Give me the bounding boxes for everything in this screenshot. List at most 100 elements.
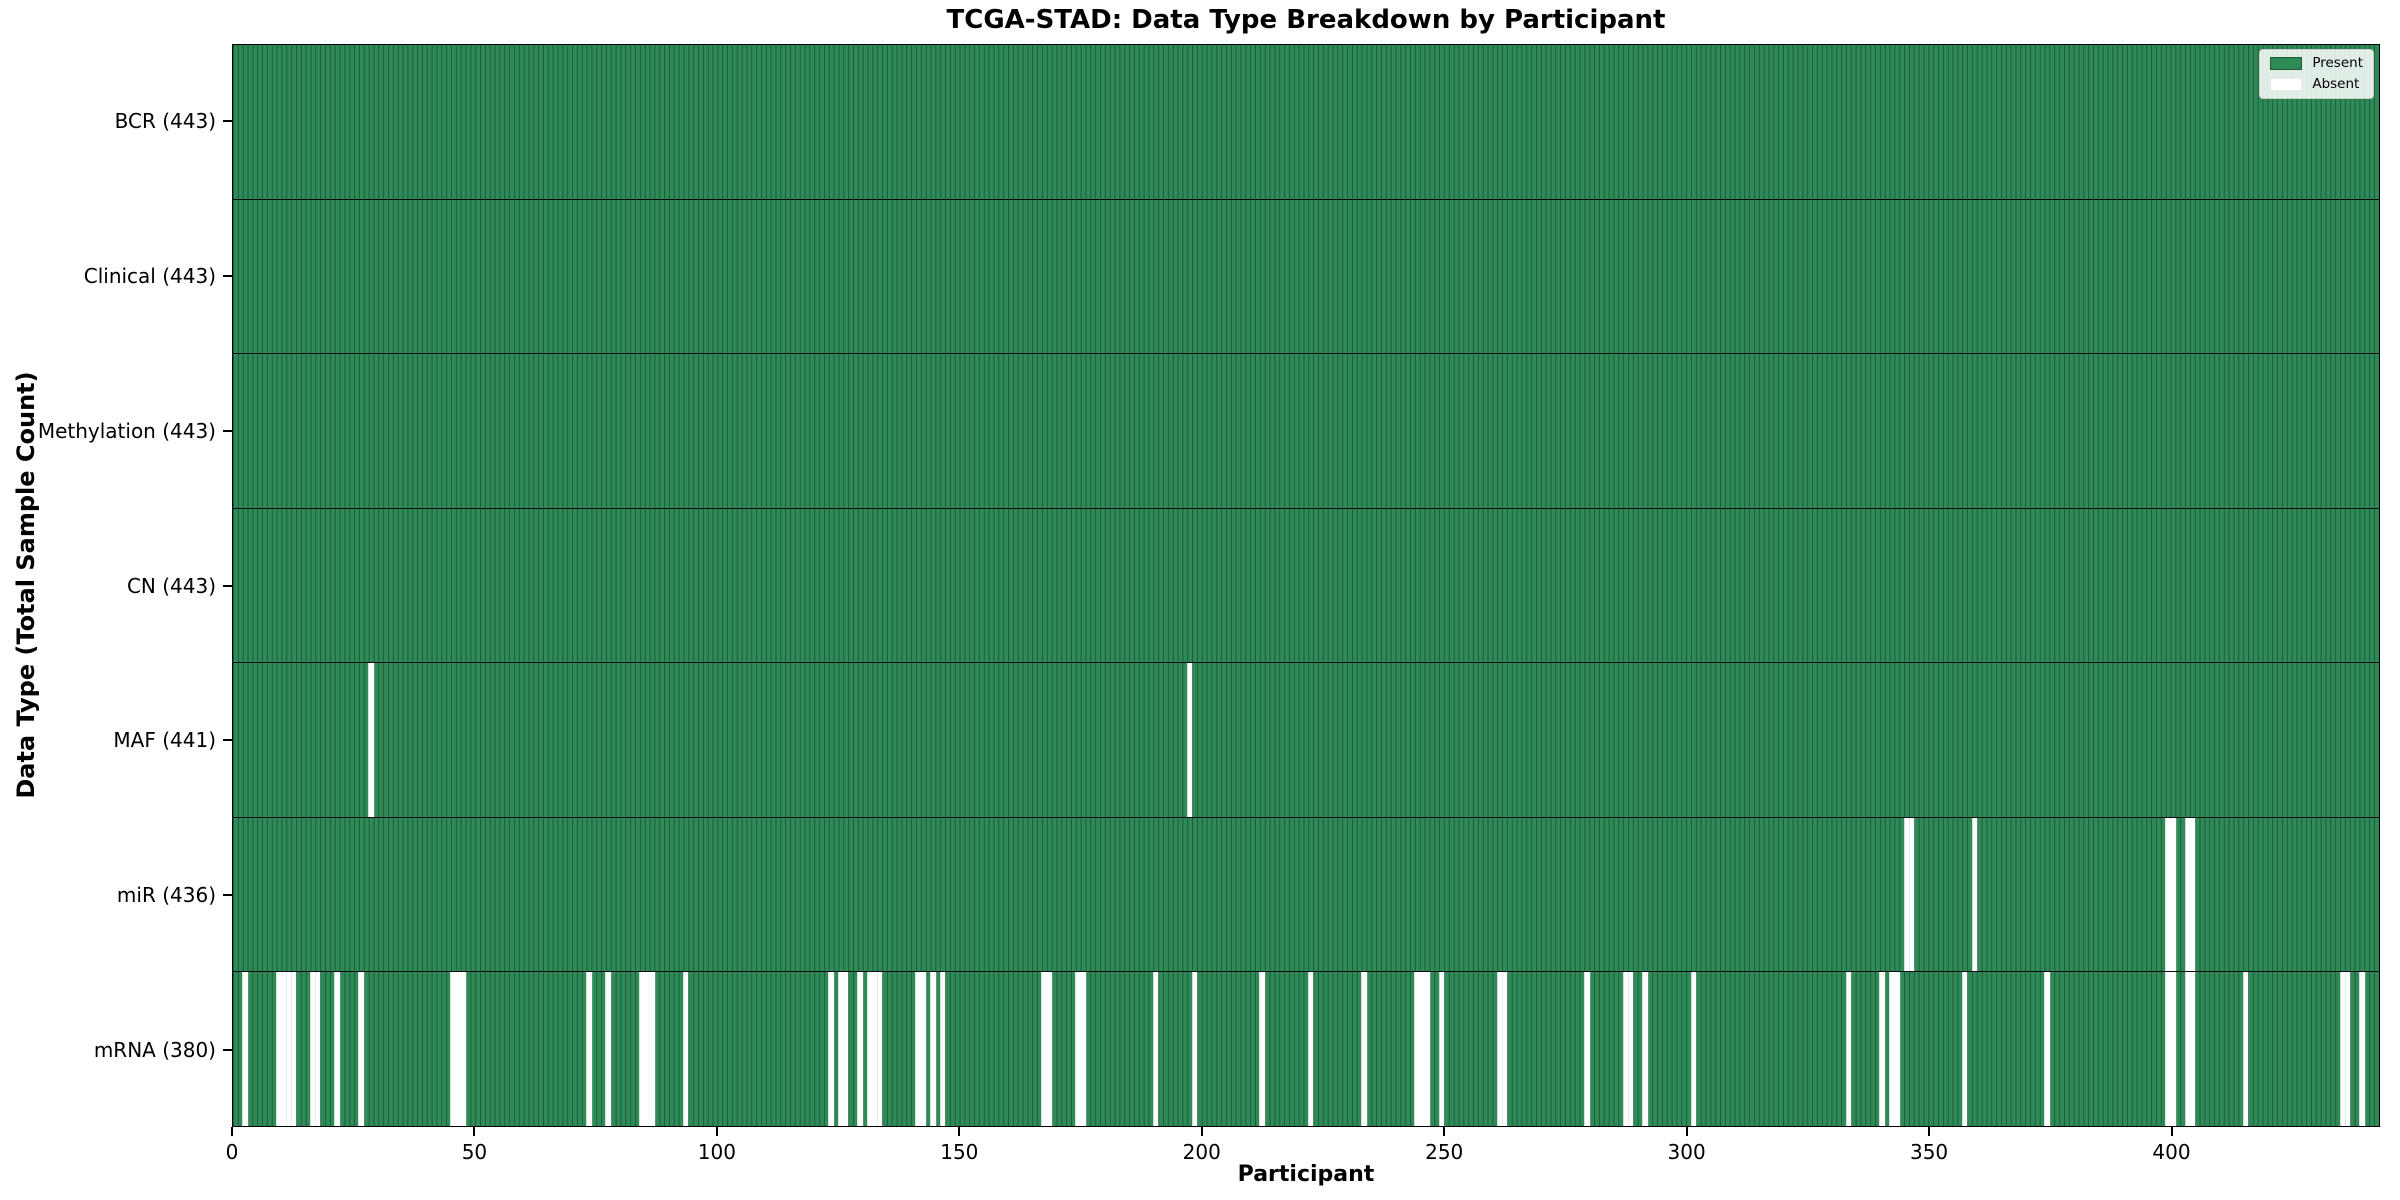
absent-cell bbox=[2165, 972, 2172, 1127]
absent-cell bbox=[2189, 817, 2196, 972]
absent-cell bbox=[310, 972, 316, 1127]
absent-cell bbox=[276, 972, 282, 1127]
absent-cell bbox=[1424, 972, 1430, 1127]
absent-cell bbox=[2359, 972, 2365, 1127]
absent-cell bbox=[1642, 972, 1648, 1127]
x-tick-label-50: 50 bbox=[461, 1140, 488, 1164]
absent-cell bbox=[285, 972, 292, 1127]
absent-cell bbox=[2243, 972, 2249, 1127]
heatmap-row-mRNA bbox=[233, 972, 2379, 1127]
absent-cell bbox=[649, 972, 655, 1127]
y-tick-label-MAF: MAF (441) bbox=[113, 728, 216, 753]
y-tick-label-Methylation: Methylation (443) bbox=[37, 418, 216, 443]
absent-cell bbox=[867, 972, 873, 1127]
x-tick-label-400: 400 bbox=[2152, 1140, 2191, 1164]
y-tick-label-CN: CN (443) bbox=[126, 573, 216, 598]
absent-cell bbox=[358, 972, 365, 1127]
x-tick-label-0: 0 bbox=[225, 1140, 239, 1164]
y-tick-mark bbox=[223, 584, 232, 587]
y-tick-mark bbox=[223, 893, 232, 896]
y-tick-label-BCR: BCR (443) bbox=[114, 109, 216, 134]
absent-cell bbox=[2189, 972, 2196, 1127]
absent-cell bbox=[1690, 972, 1697, 1127]
absent-cell bbox=[605, 972, 612, 1127]
absent-cell bbox=[1075, 972, 1082, 1127]
absent-cell bbox=[1903, 817, 1910, 972]
x-tick-mark bbox=[473, 1127, 476, 1136]
absent-cell bbox=[368, 663, 374, 817]
absent-cell bbox=[930, 972, 936, 1127]
x-tick-label-100: 100 bbox=[697, 1140, 736, 1164]
absent-cell bbox=[1080, 972, 1086, 1127]
present-swatch-icon bbox=[2270, 57, 2303, 71]
x-tick-label-150: 150 bbox=[940, 1140, 979, 1164]
absent-cell bbox=[1186, 663, 1193, 817]
absent-cell bbox=[586, 972, 592, 1127]
x-tick-mark bbox=[715, 1127, 718, 1136]
y-tick-label-miR: miR (436) bbox=[116, 882, 216, 907]
absent-cell bbox=[1908, 817, 1915, 972]
absent-cell bbox=[290, 972, 297, 1127]
absent-cell bbox=[644, 972, 650, 1127]
absent-cell bbox=[2044, 972, 2050, 1127]
absent-cell bbox=[915, 972, 922, 1127]
heatmap-row-MAF bbox=[233, 663, 2379, 818]
x-tick-mark bbox=[1928, 1127, 1931, 1136]
absent-cell bbox=[1889, 972, 1895, 1127]
absent-cell bbox=[2344, 972, 2351, 1127]
heatmap-rows bbox=[233, 45, 2379, 1127]
absent-cell bbox=[1438, 972, 1445, 1127]
absent-cell bbox=[920, 972, 927, 1127]
absent-cell bbox=[334, 972, 340, 1127]
y-tick-label-Clinical: Clinical (443) bbox=[83, 264, 216, 289]
legend: Present Absent bbox=[2259, 49, 2374, 99]
absent-cell bbox=[1962, 972, 1968, 1127]
absent-cell bbox=[2170, 817, 2176, 972]
absent-cell bbox=[1191, 972, 1198, 1127]
x-tick-label-350: 350 bbox=[1909, 1140, 1949, 1164]
absent-cell bbox=[843, 972, 849, 1127]
y-tick-labels: BCR (443) Clinical (443) Methylation (443)… bbox=[0, 44, 232, 1127]
absent-cell bbox=[1308, 972, 1314, 1127]
absent-swatch-icon bbox=[2270, 77, 2303, 91]
x-tick-mark bbox=[2170, 1127, 2173, 1136]
absent-cell bbox=[828, 972, 835, 1127]
absent-cell bbox=[639, 972, 646, 1127]
absent-cell bbox=[1845, 972, 1852, 1127]
absent-cell bbox=[1501, 972, 1508, 1127]
y-tick-mark bbox=[223, 120, 232, 123]
absent-cell bbox=[857, 972, 864, 1127]
absent-cell bbox=[2184, 972, 2191, 1127]
absent-cell bbox=[1622, 972, 1629, 1127]
absent-cell bbox=[2165, 817, 2172, 972]
x-tick-label-250: 250 bbox=[1425, 1140, 1464, 1164]
absent-cell bbox=[1153, 972, 1159, 1127]
absent-cell bbox=[281, 972, 287, 1127]
absent-cell bbox=[838, 972, 844, 1127]
absent-cell bbox=[1627, 972, 1634, 1127]
absent-cell bbox=[455, 972, 462, 1127]
x-tick-mark bbox=[1685, 1127, 1688, 1136]
absent-cell bbox=[2339, 972, 2346, 1127]
y-tick-mark bbox=[223, 429, 232, 432]
absent-cell bbox=[1259, 972, 1266, 1127]
y-tick-mark bbox=[223, 275, 232, 278]
absent-cell bbox=[1414, 972, 1421, 1127]
absent-cell bbox=[876, 972, 883, 1127]
y-tick-mark bbox=[223, 1048, 232, 1051]
absent-cell bbox=[1361, 972, 1367, 1127]
x-tick-mark bbox=[1200, 1127, 1203, 1136]
chart-title: TCGA-STAD: Data Type Breakdown by Partic… bbox=[946, 5, 1666, 35]
absent-cell bbox=[1971, 817, 1978, 972]
legend-item-absent: Absent bbox=[2270, 77, 2363, 92]
absent-cell bbox=[1894, 972, 1900, 1127]
absent-cell bbox=[1584, 972, 1590, 1127]
absent-cell bbox=[872, 972, 878, 1127]
x-tick-labels: 0 50 100 150 200 250 300 350 400 bbox=[226, 1127, 2380, 1173]
x-tick-mark bbox=[958, 1127, 961, 1136]
x-tick-mark bbox=[231, 1127, 233, 1136]
absent-cell bbox=[683, 972, 689, 1127]
plot-area: Present Absent bbox=[232, 44, 2380, 1127]
legend-present-label: Present bbox=[2312, 55, 2363, 71]
